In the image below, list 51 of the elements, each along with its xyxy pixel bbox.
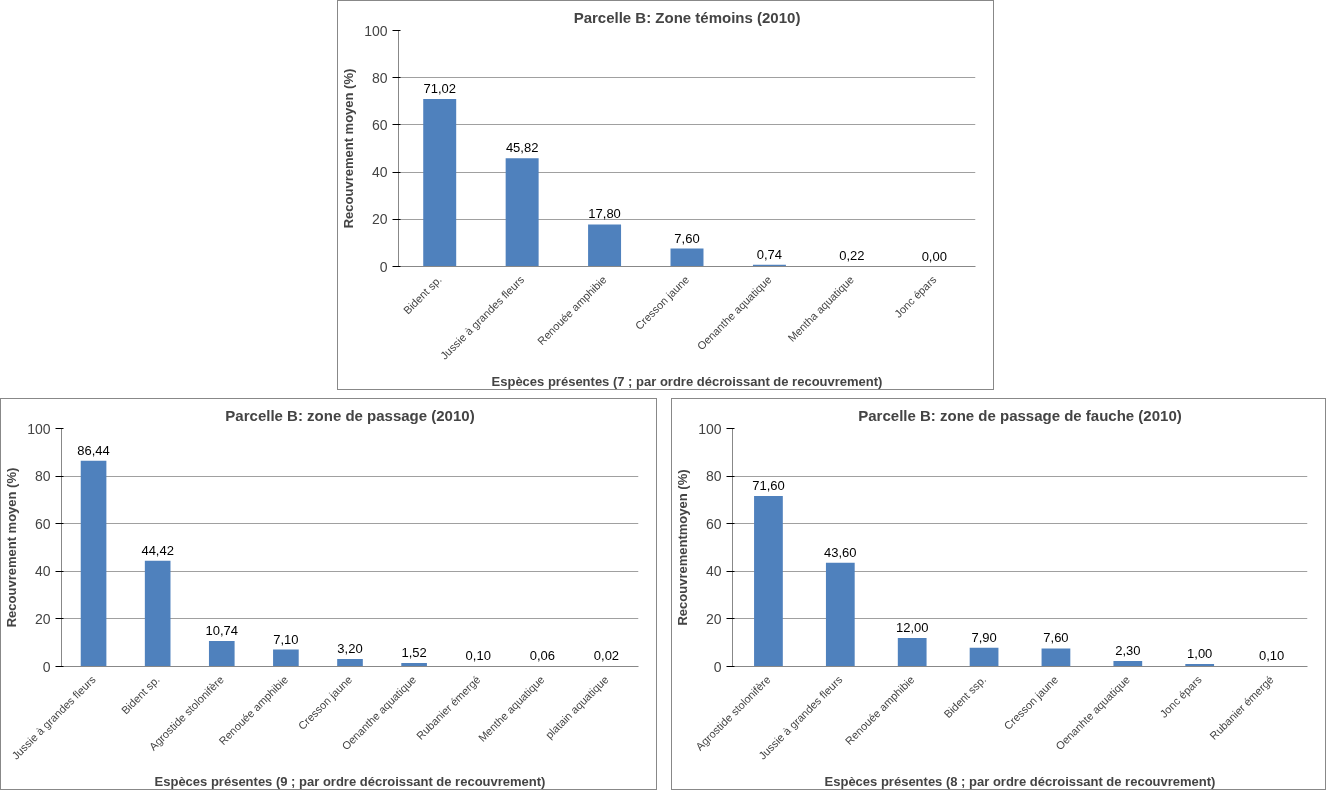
data-label: 0,74 [756, 246, 783, 262]
y-tick-label: 60 [34, 515, 51, 532]
data-label: 0,10 [465, 648, 491, 664]
y-tick-label: 0 [379, 258, 388, 275]
y-tick-label: 40 [371, 164, 388, 181]
data-label: 12,00 [895, 619, 929, 635]
data-label: 0,22 [839, 247, 865, 263]
y-tick-label: 20 [34, 610, 51, 627]
y-tick-label: 80 [371, 69, 388, 86]
data-label: 2,30 [1115, 643, 1141, 659]
y-tick-label: 0 [42, 658, 51, 675]
chart-title: Parcelle B: zone de passage (2010) [225, 406, 475, 424]
chart-title: Parcelle B: Zone témoins (2010) [573, 8, 801, 26]
data-label: 1,00 [1187, 646, 1213, 662]
data-label: 71,60 [752, 478, 785, 494]
y-tick-label: 100 [27, 420, 51, 437]
data-label: 7,60 [674, 230, 700, 246]
y-tick-label: 20 [371, 211, 388, 228]
data-label: 71,02 [423, 80, 456, 96]
data-label: 0,00 [921, 248, 947, 264]
data-label: 45,82 [505, 140, 539, 156]
data-label: 17,80 [588, 206, 621, 222]
data-label: 0,10 [1258, 648, 1285, 664]
x-axis-title: Espèces présentes (9 ; par ordre décroissant de recouvrement) [154, 773, 546, 789]
data-label: 43,60 [824, 544, 857, 560]
y-axis-title: Recouvrement moyen (%) [341, 68, 357, 229]
data-label: 7,90 [971, 629, 997, 645]
data-label: 86,44 [77, 442, 110, 458]
data-label: 1,52 [401, 644, 427, 660]
y-tick-label: 0 [713, 658, 722, 675]
y-tick-label: 100 [698, 420, 722, 437]
y-tick-label: 80 [705, 468, 722, 485]
y-axis-title: Recouvrement moyen (%) [4, 467, 20, 628]
chart-title: Parcelle B: zone de passage de fauche (2010) [858, 406, 1182, 424]
x-axis-title: Espèces présentes (8 ; par ordre décroissant de recouvrement) [824, 773, 1216, 789]
y-tick-label: 40 [34, 563, 51, 580]
y-tick-label: 20 [705, 610, 722, 627]
data-label: 7,10 [273, 631, 299, 647]
data-label: 0,06 [529, 648, 555, 664]
y-tick-label: 40 [705, 563, 722, 580]
data-label: 7,60 [1043, 630, 1069, 646]
y-axis-title: Recouvrementmoyen (%) [675, 469, 691, 626]
y-tick-label: 60 [705, 515, 722, 532]
y-tick-label: 60 [371, 116, 388, 133]
data-label: 44,42 [141, 542, 174, 558]
y-tick-label: 80 [34, 468, 51, 485]
data-label: 0,02 [593, 648, 620, 664]
data-label: 10,74 [205, 622, 239, 638]
y-tick-label: 100 [364, 22, 388, 39]
data-label: 3,20 [337, 640, 363, 656]
x-axis-title: Espèces présentes (7 ; par ordre décroissant de recouvrement) [491, 373, 883, 389]
